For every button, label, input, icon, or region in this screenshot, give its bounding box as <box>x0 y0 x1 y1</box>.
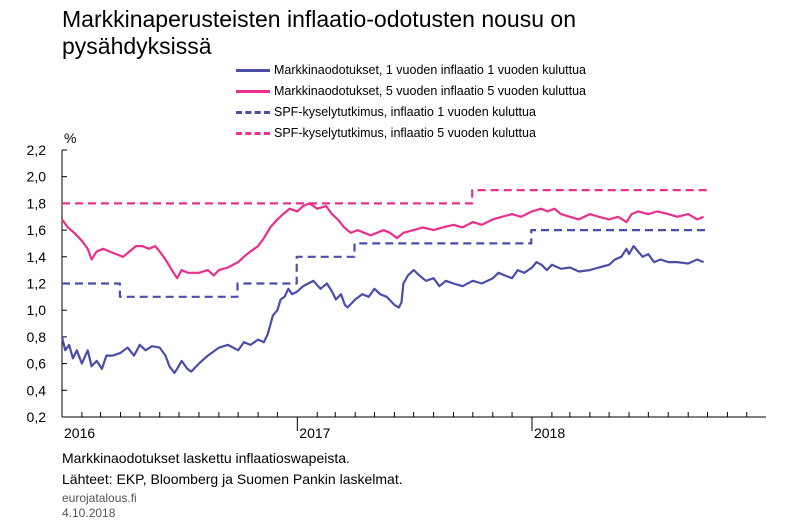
legend-item-market-5y: Markkinaodotukset, 5 vuoden inflaatio 5 … <box>236 81 706 101</box>
series-line-2 <box>61 202 705 280</box>
sources-note: Lähteet: EKP, Bloomberg ja Suomen Pankin… <box>62 471 403 487</box>
y-axis-unit: % <box>64 130 77 146</box>
legend-item-spf-5y: SPF-kyselytutkimus, inflaatio 5 vuoden k… <box>236 123 706 143</box>
legend-swatch <box>236 89 270 93</box>
y-tick-label: 0,8 <box>27 329 47 345</box>
series-layer <box>60 189 707 374</box>
y-tick-labels: 0,2 0,4 0,6 0,8 1,0 1,2 1,4 1,6 1,8 2,0 2,2 <box>27 142 47 425</box>
y-tick-label: 1,6 <box>27 222 47 238</box>
y-tick-label: 1,4 <box>27 249 47 265</box>
legend-item-market-1y: Markkinaodotukset, 1 vuoden inflaatio 1 … <box>236 60 706 80</box>
legend-swatch <box>236 68 270 72</box>
series-line-3 <box>62 229 707 298</box>
y-tick-label: 0,4 <box>27 382 47 398</box>
y-tick-label: 1,8 <box>27 195 47 211</box>
y-tick-label: 0,6 <box>27 356 47 372</box>
legend-label: SPF-kyselytutkimus, inflaatio 5 vuoden k… <box>274 126 536 140</box>
y-tick-label: 2,2 <box>27 142 47 158</box>
series-line-1 <box>60 245 705 374</box>
series-line-4 <box>62 189 707 205</box>
x-tick-label: 2017 <box>299 425 330 441</box>
x-tick-labels: 2016 2017 2018 <box>64 425 565 441</box>
legend-label: Markkinaodotukset, 1 vuoden inflaatio 1 … <box>274 63 587 77</box>
x-tick-label: 2016 <box>64 425 95 441</box>
legend-swatch <box>236 131 270 135</box>
y-tick-label: 2,0 <box>27 169 47 185</box>
legend-item-spf-1y: SPF-kyselytutkimus, inflaatio 1 vuoden k… <box>236 102 706 122</box>
y-tick-label: 1,0 <box>27 302 47 318</box>
y-tick-label: 0,2 <box>27 409 47 425</box>
site-label: eurojatalous.fi <box>62 491 137 505</box>
legend-swatch <box>236 110 270 114</box>
chart-title: Markkinaperusteisten inflaatio-odotusten… <box>62 6 576 59</box>
legend-label: Markkinaodotukset, 5 vuoden inflaatio 5 … <box>274 84 587 98</box>
axes <box>61 149 766 431</box>
x-tick-label: 2018 <box>534 425 565 441</box>
publish-date: 4.10.2018 <box>62 506 116 520</box>
footnote: Markkinaodotukset laskettu inflaatioswap… <box>62 450 350 466</box>
legend-label: SPF-kyselytutkimus, inflaatio 1 vuoden k… <box>274 105 536 119</box>
y-tick-label: 1,2 <box>27 276 47 292</box>
